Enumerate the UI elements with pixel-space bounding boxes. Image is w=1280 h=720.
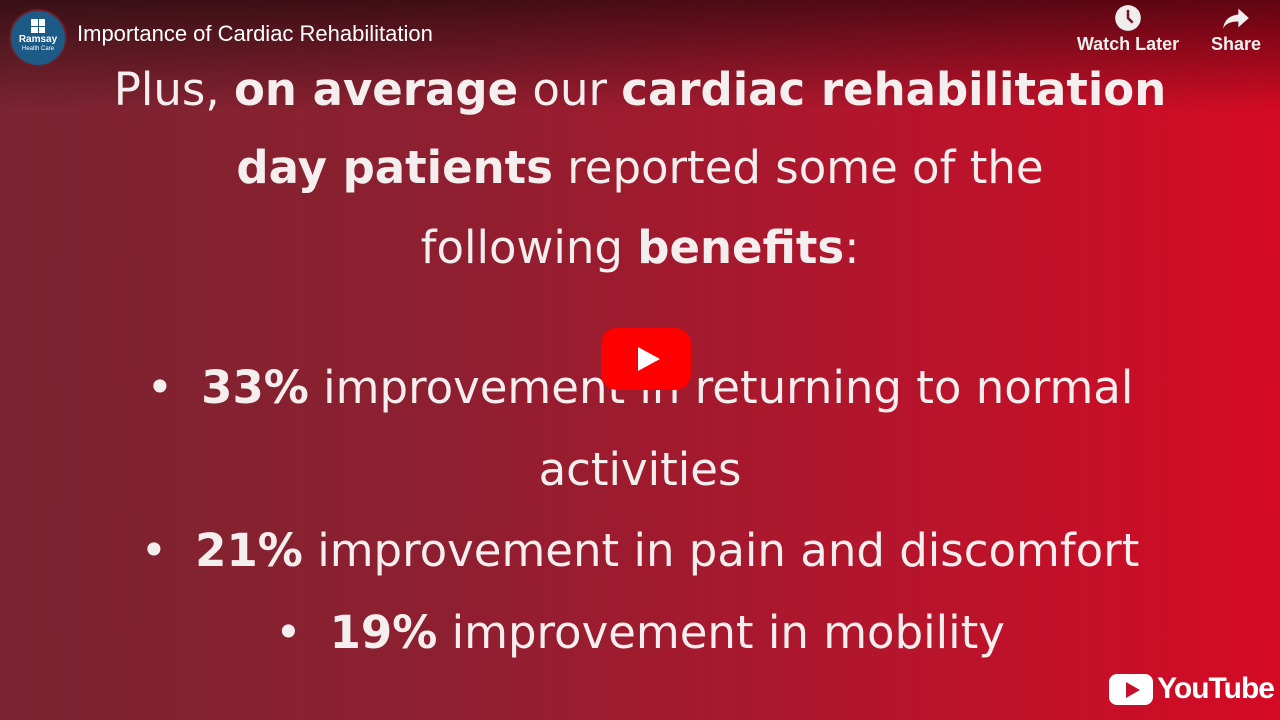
slide-text: improvement in returning to normal: [308, 361, 1134, 414]
watch-later-button[interactable]: Watch Later: [1072, 4, 1184, 55]
slide-line: day patients reported some of the: [0, 142, 1280, 194]
slide-text: following: [420, 221, 638, 274]
logo-name: Ramsay: [18, 34, 58, 45]
slide-text-bold: benefits: [637, 221, 845, 274]
slide-text-bold: 21%: [195, 524, 303, 577]
play-button[interactable]: [601, 328, 691, 390]
slide-text: our: [518, 63, 622, 116]
share-arrow-icon: [1223, 8, 1249, 29]
slide-line: • 19% improvement in mobility: [0, 607, 1280, 659]
top-shade: [0, 0, 1280, 110]
bullet-icon: •: [275, 606, 302, 659]
bullet-icon: •: [140, 524, 168, 577]
slide-text-bold: day patients: [236, 141, 553, 194]
slide-text: reported some of the: [552, 141, 1044, 194]
slide-line: Plus, on average our cardiac rehabilitat…: [0, 64, 1280, 116]
slide-text-bold: 33%: [201, 361, 309, 414]
share-button[interactable]: Share: [1204, 4, 1268, 55]
slide-text: Plus,: [113, 63, 234, 116]
share-label: Share: [1210, 34, 1262, 54]
clock-icon: [1115, 5, 1141, 31]
channel-logo[interactable]: Ramsay Health Care: [9, 9, 67, 67]
bullet-icon: •: [146, 361, 174, 414]
slide-line: • 33% improvement in returning to normal: [0, 362, 1280, 414]
video-title[interactable]: Importance of Cardiac Rehabilitation: [77, 21, 433, 46]
slide-text: improvement in mobility: [437, 606, 1005, 659]
youtube-wordmark: YouTube: [1157, 672, 1275, 705]
slide-text: :: [844, 221, 860, 274]
slide-text: activities: [538, 443, 742, 496]
watch-later-label: Watch Later: [1076, 34, 1180, 54]
slide-text-bold: 19%: [329, 606, 438, 659]
logo-subtitle: Health Care: [21, 46, 54, 52]
slide-text-bold: cardiac rehabilitation: [621, 63, 1167, 116]
youtube-play-icon: [1109, 673, 1154, 705]
youtube-logo[interactable]: YouTube: [1109, 672, 1275, 706]
ramsay-logo-icon: [31, 19, 45, 33]
slide-text: improvement in pain and discomfort: [302, 524, 1140, 577]
slide-line: activities: [0, 444, 1280, 496]
slide-text-bold: on average: [233, 63, 519, 116]
slide-line: following benefits:: [0, 222, 1280, 274]
slide-line: • 21% improvement in pain and discomfort: [0, 525, 1280, 577]
